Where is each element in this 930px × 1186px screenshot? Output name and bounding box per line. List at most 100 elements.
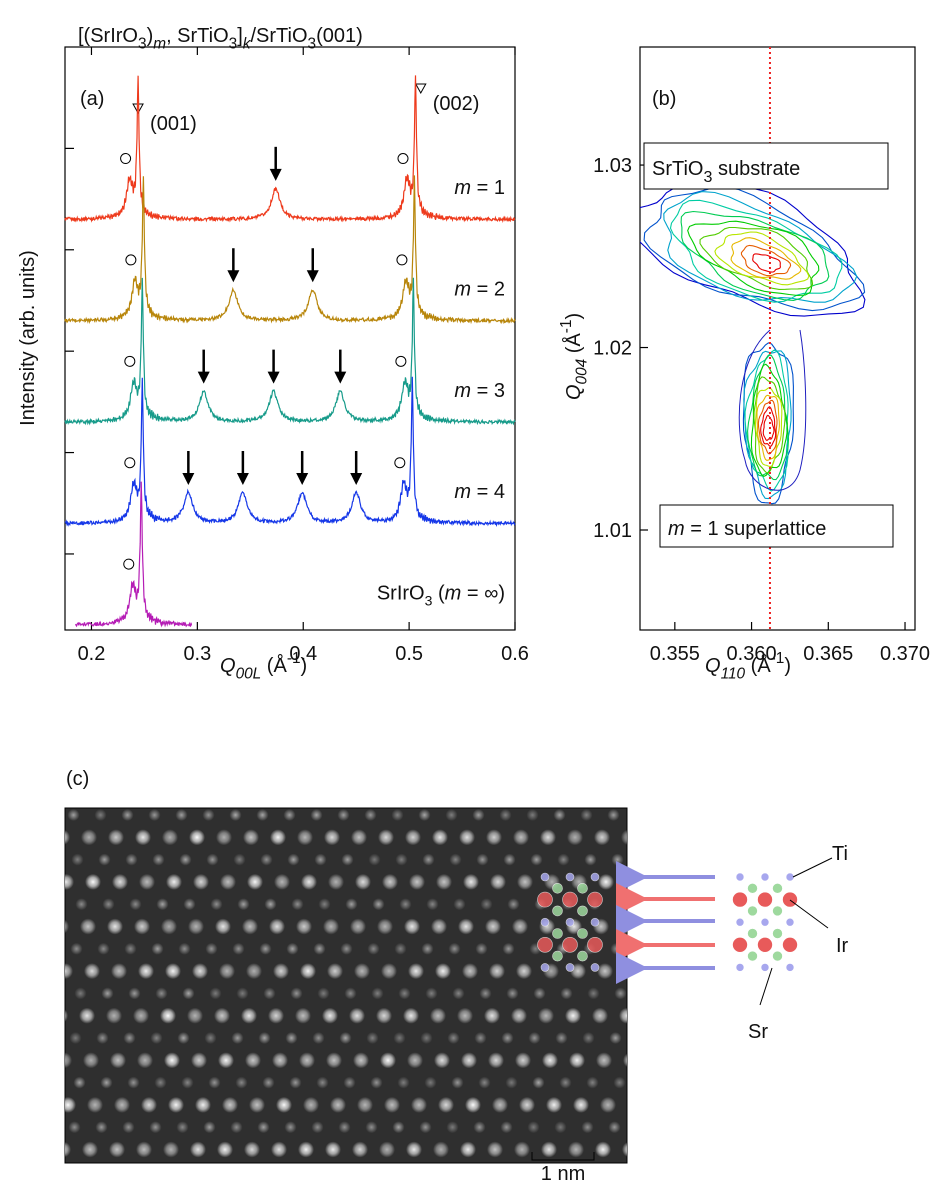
spectrum: [64, 175, 516, 325]
model-atom: [577, 905, 588, 917]
atom-column: [472, 809, 485, 821]
atom-column: [613, 1076, 626, 1089]
atom-column: [65, 873, 74, 890]
x-axis-label: Q110 (Å-1): [705, 650, 791, 682]
atom-column: [595, 1141, 611, 1158]
atom-column: [155, 987, 168, 1000]
atom-column: [394, 942, 407, 955]
atom-column: [475, 942, 488, 955]
peak-arrow-head: [236, 473, 249, 486]
atom-column: [276, 1096, 292, 1113]
figure-title-part: 3: [229, 36, 238, 53]
contour: [699, 226, 814, 290]
atom-column: [125, 853, 138, 866]
atom-column: [624, 964, 627, 978]
x-tick-label: 0.6: [501, 643, 529, 665]
atom-column: [69, 1032, 82, 1044]
atom-column: [533, 987, 546, 1000]
model-atom: [735, 963, 745, 972]
model-atom: [540, 963, 550, 972]
figure-title-part: k: [243, 36, 252, 53]
atom-column: [289, 1076, 302, 1089]
model-atom: [772, 882, 783, 894]
atom-column: [75, 898, 88, 911]
atom-column: [65, 829, 70, 845]
model-atom: [587, 891, 603, 908]
model-atom: [757, 936, 773, 953]
atom-column: [65, 963, 73, 980]
x-tick-label: 0.3: [183, 643, 211, 665]
atom-column: [177, 1032, 190, 1044]
atom-column: [290, 987, 303, 1000]
contour: [752, 253, 781, 273]
atom-column: [202, 809, 215, 821]
atom-column: [581, 1121, 594, 1134]
atom-column: [65, 1096, 76, 1113]
atom-column: [298, 1141, 314, 1158]
peak-label-part: substrate: [712, 158, 800, 180]
atom-column: [344, 987, 357, 1000]
atom-column: [204, 1032, 217, 1044]
atom-column: [380, 1052, 396, 1069]
atom-column: [233, 853, 246, 866]
atom-column: [68, 1121, 81, 1134]
atom-column: [419, 1121, 432, 1134]
contour: [643, 186, 866, 312]
atom-column: [136, 1141, 152, 1158]
model-atom: [565, 963, 575, 972]
x-tick-label: 0.360: [727, 643, 777, 665]
y-axis-label-part: Q: [563, 384, 585, 400]
figure-title: [(SrIrO3)m, SrTiO3]k/SrTiO3(001): [78, 25, 363, 53]
atom-column: [559, 1076, 572, 1089]
atom-column: [517, 873, 533, 890]
atom-column: [192, 963, 208, 980]
atom-column: [586, 1166, 598, 1178]
atom-column: [139, 873, 155, 890]
atom-column: [210, 898, 223, 911]
atom-column: [109, 1141, 125, 1158]
atom-column: [313, 942, 326, 955]
x-tick-label: 0.5: [395, 643, 423, 665]
atom-column: [619, 1007, 627, 1024]
atom-column: [473, 1121, 486, 1134]
atom-column: [330, 1096, 346, 1113]
atom-column: [451, 1076, 464, 1089]
atom-column: [514, 1141, 530, 1158]
atom-column: [73, 1166, 85, 1178]
atom-column: [148, 809, 161, 821]
scale-bar-label: 1 nm: [541, 1163, 585, 1185]
atom-column: [203, 1121, 216, 1134]
model-atom: [552, 905, 563, 917]
atom-column: [621, 829, 627, 846]
atom-column: [382, 873, 398, 890]
atom-column: [193, 873, 209, 890]
atom-column: [323, 918, 339, 935]
atom-column: [291, 898, 304, 911]
atom-column: [486, 829, 502, 846]
atom-column: [530, 853, 543, 866]
atom-column: [540, 829, 556, 846]
atom-column: [555, 1032, 568, 1044]
model-atom: [782, 891, 798, 908]
atom-column: [449, 853, 462, 866]
atom-column: [230, 1121, 243, 1134]
atom-column: [164, 1052, 180, 1069]
spectrum: [75, 481, 193, 628]
atom-column: [175, 809, 188, 821]
y-tick-label: 1.02: [593, 338, 632, 360]
atom-column: [85, 873, 101, 890]
series-label: m = 4: [454, 481, 505, 503]
atom-column: [480, 898, 493, 911]
atom-column: [560, 987, 573, 1000]
plot-frame-b: [639, 46, 916, 631]
atom-column: [205, 942, 218, 955]
atom-column: [627, 1097, 643, 1113]
model-atom: [562, 891, 578, 908]
atom-label: Sr: [748, 1021, 768, 1043]
atom-column: [128, 987, 141, 1000]
x-axis-label-part: Q: [220, 655, 236, 677]
atom-column: [108, 829, 124, 846]
peak-arrow-head: [296, 473, 309, 486]
model-atom: [772, 950, 783, 962]
film-peak-marker: [395, 355, 407, 367]
